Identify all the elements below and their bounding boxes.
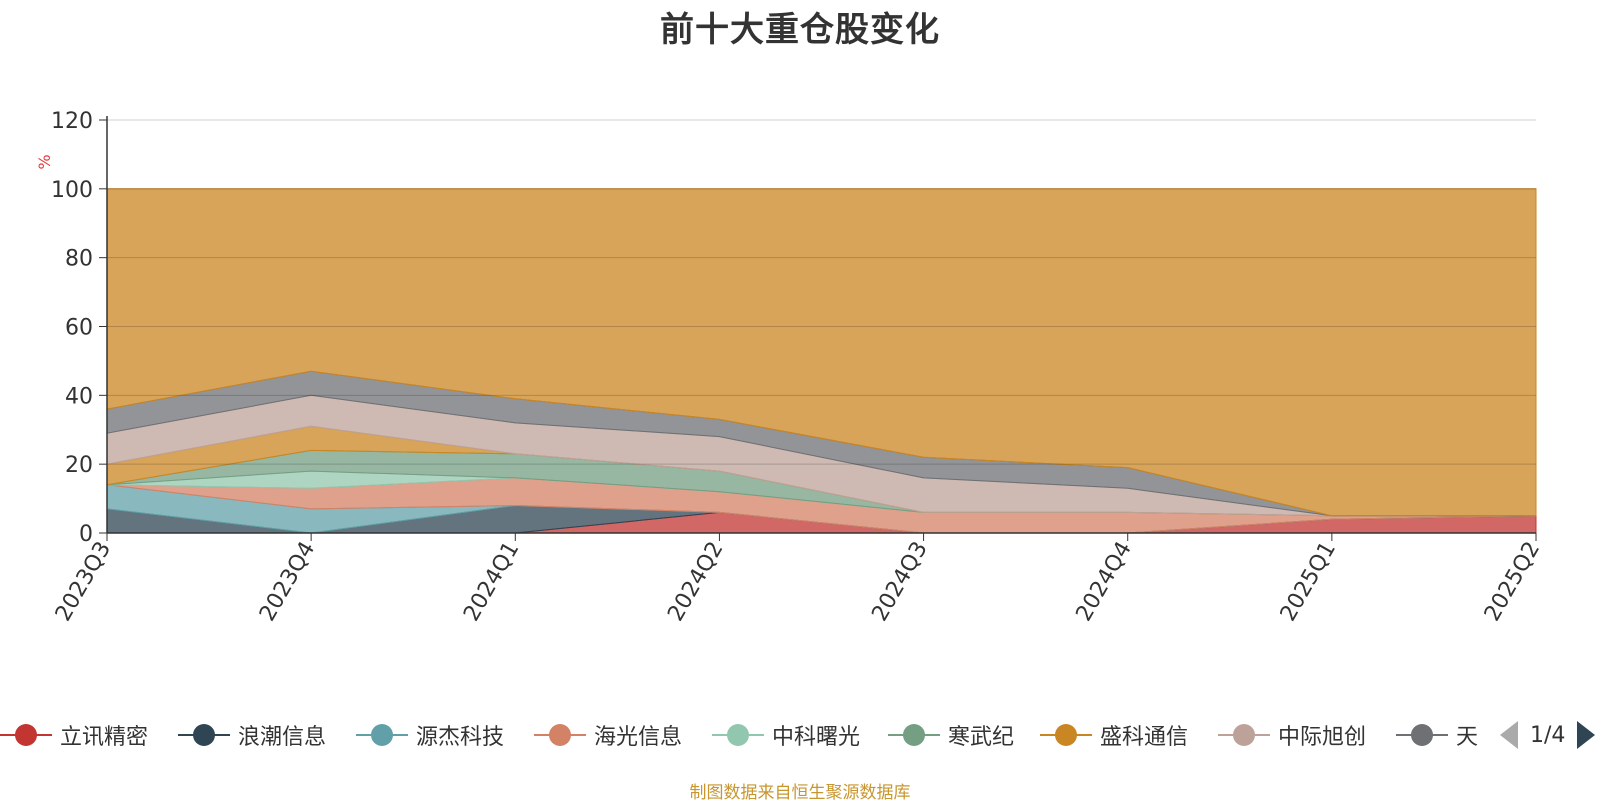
legend: 立讯精密 浪潮信息 源杰科技 海光信息 中科曙光 寒武纪 盛科通信 中际旭创 天孚通信 1/4 (0, 715, 1600, 755)
legend-item[interactable]: 寒武纪 (888, 715, 1014, 755)
legend-label: 盛科通信 (1100, 725, 1189, 750)
legend-marker-icon (712, 722, 764, 748)
grid-layer (107, 119, 1536, 465)
x-tick-label: 2024Q2 (663, 538, 728, 626)
y-axis-unit-label: % (35, 154, 54, 169)
x-tick-label: 2025Q1 (1276, 538, 1341, 626)
source-note: 制图数据来自恒生聚源数据库 (689, 783, 911, 803)
area-layer (106, 188, 1537, 534)
legend-item[interactable]: 天孚通信 (1396, 715, 1478, 755)
legend-pager: 1/4 (1500, 715, 1596, 755)
legend-marker-icon (534, 722, 586, 748)
legend-item[interactable]: 源杰科技 (356, 715, 504, 755)
legend-marker-icon (1040, 722, 1092, 748)
legend-label: 中际旭创 (1278, 725, 1367, 750)
legend-marker-icon (888, 722, 940, 748)
x-tick-label: 2024Q1 (459, 538, 524, 626)
y-tick-label: 40 (65, 384, 93, 409)
legend-item[interactable]: 浪潮信息 (178, 715, 326, 755)
y-tick-label: 120 (51, 109, 93, 134)
legend-marker-icon (1218, 722, 1270, 748)
legend-item[interactable]: 立讯精密 (0, 715, 148, 755)
legend-items: 立讯精密 浪潮信息 源杰科技 海光信息 中科曙光 寒武纪 盛科通信 中际旭创 天孚通信 (0, 715, 1478, 755)
x-tick-label: 2024Q4 (1072, 538, 1137, 626)
legend-label: 海光信息 (594, 725, 683, 750)
legend-marker-icon (1396, 722, 1448, 748)
legend-item[interactable]: 海光信息 (534, 715, 682, 755)
legend-label: 寒武纪 (948, 725, 1015, 750)
legend-label: 中科曙光 (772, 725, 861, 750)
legend-label: 源杰科技 (416, 725, 505, 750)
y-tick-label: 80 (65, 247, 93, 272)
legend-page-indicator: 1/4 (1530, 722, 1566, 748)
legend-item[interactable]: 中科曙光 (712, 715, 860, 755)
legend-item[interactable]: 中际旭创 (1218, 715, 1366, 755)
legend-label: 浪潮信息 (238, 725, 327, 750)
y-tick-label: 20 (65, 453, 93, 478)
legend-marker-icon (0, 722, 52, 748)
y-tick-label: 100 (51, 178, 93, 203)
legend-marker-icon (178, 722, 230, 748)
legend-label: 立讯精密 (60, 725, 149, 750)
legend-marker-icon (356, 722, 408, 748)
legend-item[interactable]: 盛科通信 (1040, 715, 1188, 755)
y-tick-label: 60 (65, 316, 93, 341)
x-tick-label: 2023Q3 (51, 538, 116, 626)
legend-prev-arrow-icon[interactable] (1500, 721, 1518, 749)
x-tick-label: 2025Q2 (1480, 538, 1545, 626)
legend-next-arrow-icon[interactable] (1577, 721, 1596, 749)
chart-title: 前十大重仓股变化 (660, 10, 940, 50)
x-tick-label: 2024Q3 (867, 538, 932, 626)
y-tick-label: 0 (79, 522, 93, 547)
legend-label: 天孚通信 (1456, 725, 1478, 750)
area-series-9 (106, 188, 1537, 517)
x-tick-label: 2023Q4 (255, 538, 320, 626)
